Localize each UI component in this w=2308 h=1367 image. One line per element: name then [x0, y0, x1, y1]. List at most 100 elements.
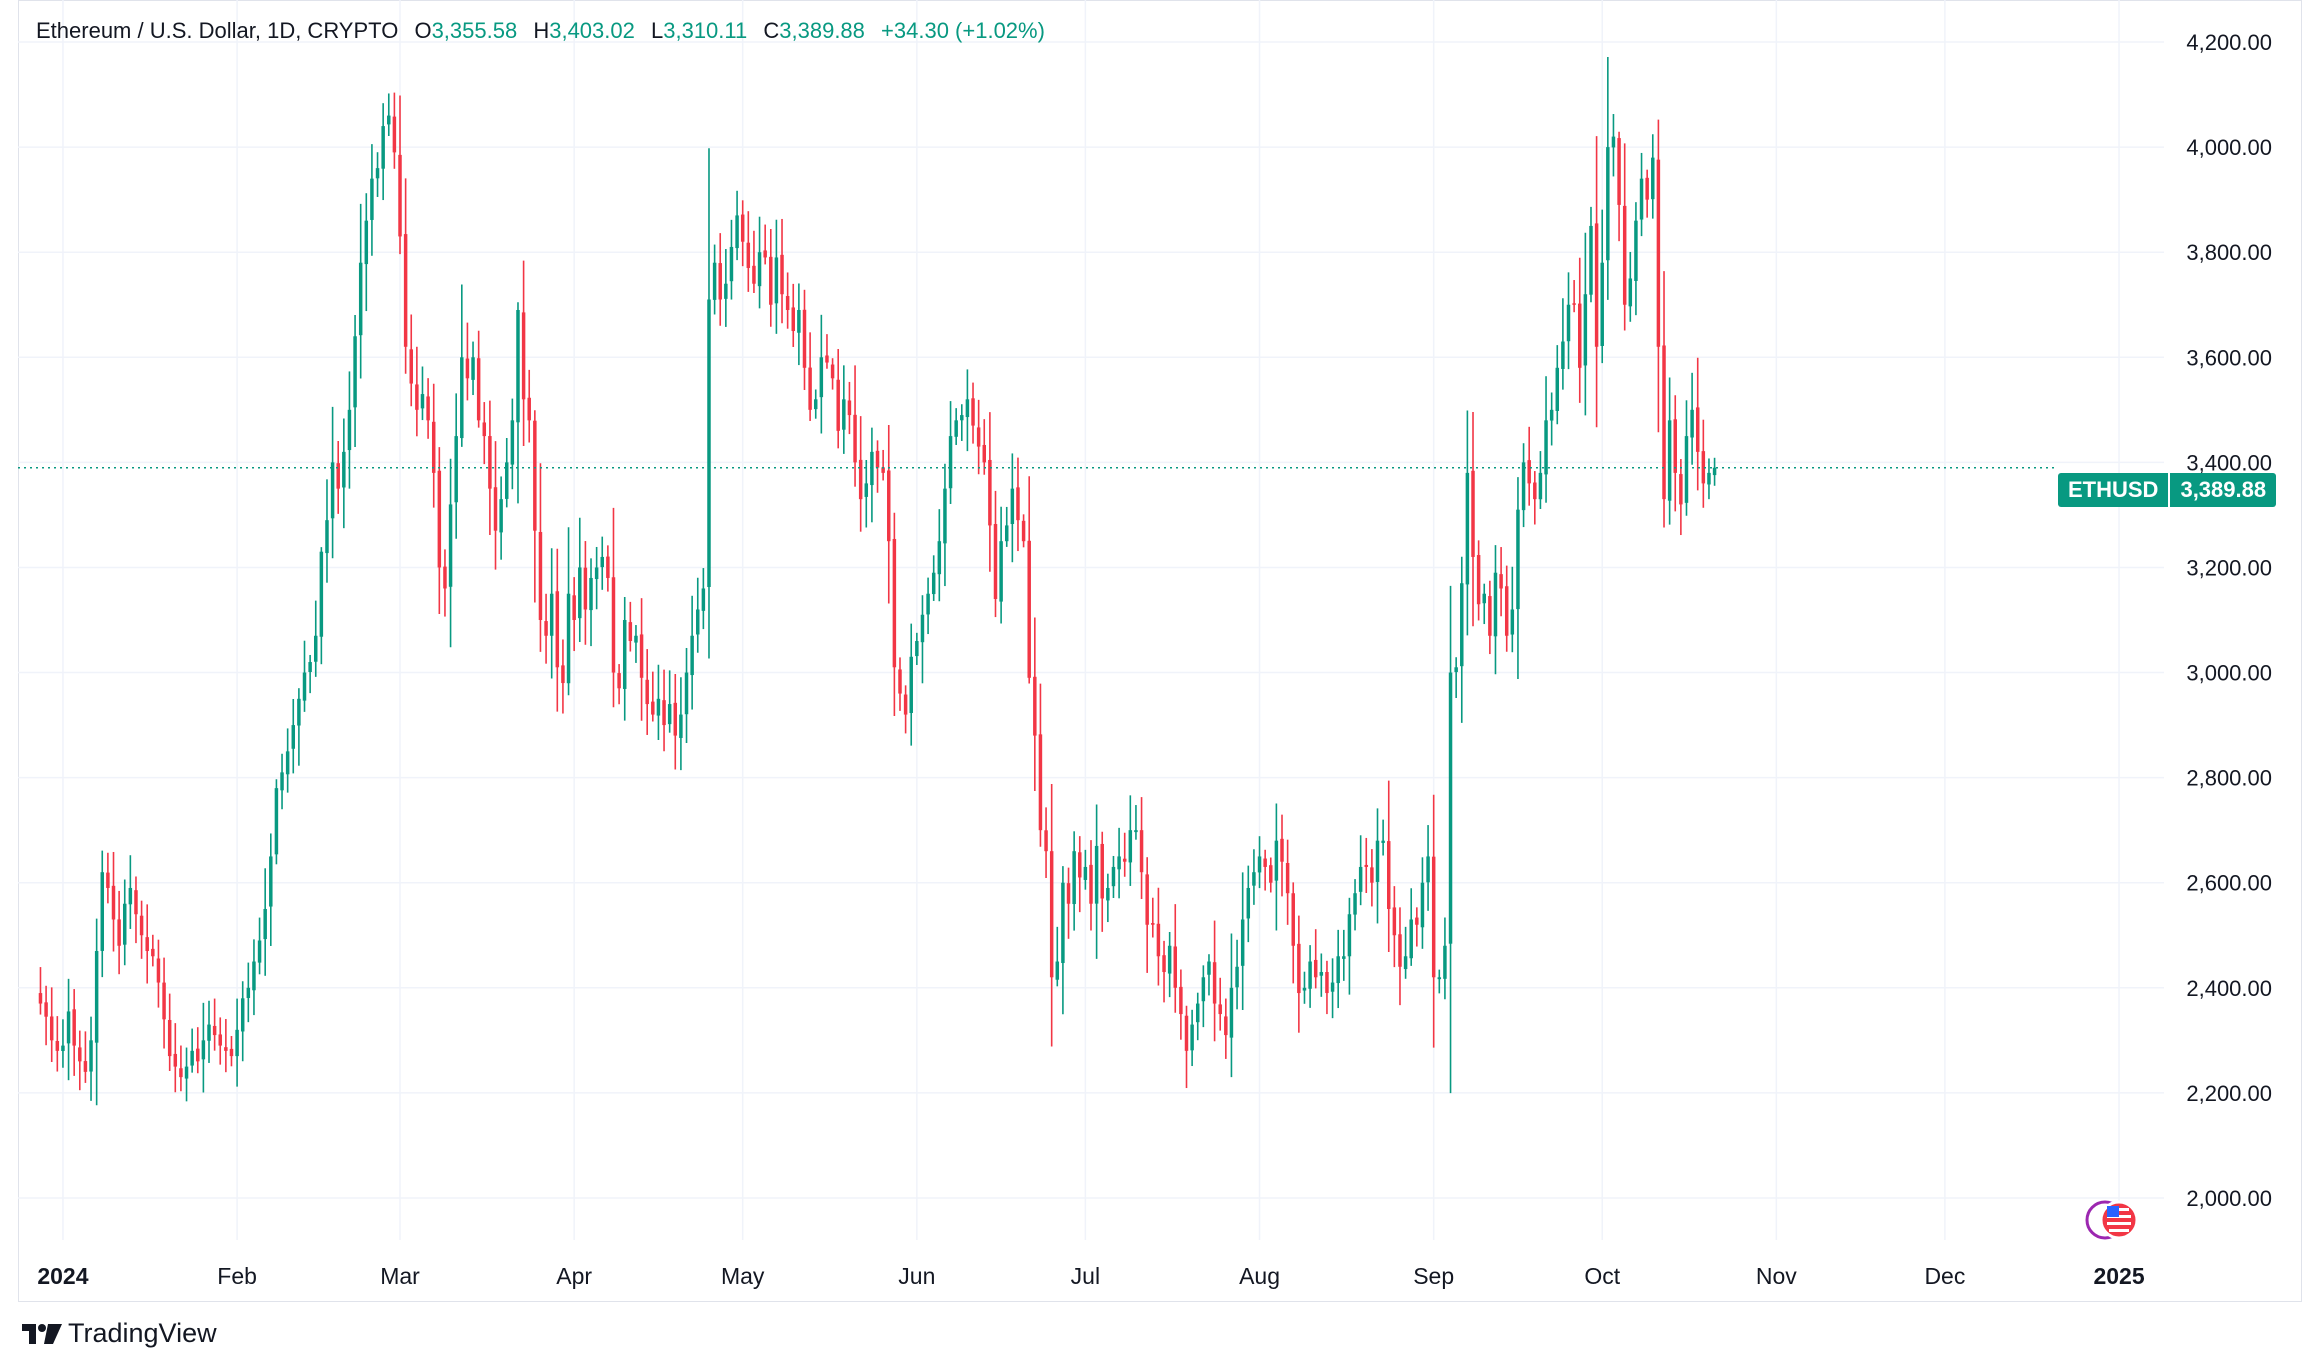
candle-body [1106, 887, 1110, 901]
candle-body [1151, 923, 1155, 925]
candle-body [246, 987, 251, 998]
candle-body [965, 399, 970, 418]
x-tick-label: Aug [1239, 1263, 1280, 1289]
candle-body [471, 357, 475, 380]
candle-body [83, 1061, 88, 1072]
candle-body [752, 265, 756, 284]
candle-body [729, 246, 734, 282]
candle-body [780, 254, 784, 295]
candle-body [392, 116, 397, 153]
candle-body [1319, 972, 1324, 976]
candle-body [1606, 147, 1610, 261]
candle-body [218, 1034, 222, 1046]
candle-body [1712, 467, 1717, 476]
candle-body [1516, 509, 1520, 610]
close-label: C [763, 18, 780, 43]
candle-body [229, 1048, 234, 1057]
candle-body [426, 396, 430, 421]
candle-body [667, 704, 672, 725]
candle-body [999, 541, 1003, 602]
candle-body [1004, 525, 1009, 542]
candle-body [1667, 420, 1672, 501]
candle-body [156, 958, 161, 983]
candle-body [1330, 982, 1335, 992]
candle-body [712, 262, 717, 300]
candle-body [1134, 830, 1138, 833]
candle-body [240, 998, 245, 1032]
candle-body [1482, 593, 1486, 604]
candle-body [184, 1066, 189, 1079]
candle-body [561, 665, 565, 684]
candle-body [1370, 867, 1374, 883]
candle-body [774, 257, 779, 304]
candle-body [656, 698, 661, 716]
candle-body [808, 367, 812, 410]
candle-body [274, 788, 279, 855]
x-tick-label: Apr [556, 1263, 592, 1289]
candle-body [954, 420, 958, 437]
candle-body [1651, 157, 1655, 200]
candle-body [1555, 367, 1560, 411]
candle-body [235, 1029, 239, 1057]
candle-body [291, 725, 296, 749]
candle-body [1443, 945, 1447, 979]
candle-body [1308, 961, 1312, 989]
tradingview-logo-icon [22, 1323, 62, 1344]
high-value: 3,403.02 [549, 18, 635, 43]
candle-body [1313, 959, 1318, 978]
brand-name: TradingView [68, 1318, 217, 1348]
candle-body [117, 919, 121, 946]
candle-body [1364, 864, 1369, 867]
candle-body [870, 451, 874, 486]
candle-body [89, 1040, 93, 1072]
candle-body [572, 595, 576, 620]
candle-body [1589, 225, 1593, 295]
candle-body [1510, 609, 1515, 635]
candle-body [1207, 961, 1211, 975]
candle-body [651, 701, 655, 715]
candle-body [1257, 856, 1262, 873]
candle-body [1072, 851, 1076, 905]
candle-body [982, 444, 987, 463]
brand[interactable]: TradingView [22, 1318, 217, 1349]
candle-body [1128, 830, 1133, 863]
chart-frame [18, 0, 2302, 1302]
y-tick-label: 2,800.00 [2186, 766, 2272, 791]
candle-body [1645, 177, 1649, 200]
candle-body [415, 384, 419, 410]
candle-body [516, 310, 520, 423]
candle-body [1639, 178, 1644, 220]
y-tick-label: 2,000.00 [2186, 1186, 2272, 1211]
candle-body [493, 487, 498, 531]
candle-body [639, 634, 644, 678]
candle-body [1089, 864, 1093, 904]
events-flag-icon[interactable] [2085, 1198, 2141, 1242]
candle-body [690, 635, 694, 676]
candle-body [718, 263, 722, 300]
candle-body [971, 398, 975, 426]
open-value: 3,355.58 [431, 18, 518, 43]
candle-body [1201, 977, 1206, 1002]
candle-body [1431, 856, 1436, 978]
candle-body [1179, 986, 1183, 1015]
candle-body [100, 872, 105, 951]
x-tick-label: Oct [1584, 1263, 1620, 1289]
candle-body [1117, 856, 1121, 870]
candle-body [1122, 858, 1127, 862]
candle-body [398, 154, 402, 237]
candle-body [224, 1047, 228, 1051]
candle-body [617, 673, 621, 689]
candle-body [1184, 1015, 1189, 1051]
candle-body [505, 462, 509, 499]
candle-body [488, 436, 492, 489]
candle-body [1235, 966, 1239, 988]
candle-body [1426, 856, 1430, 883]
symbol-title[interactable]: Ethereum / U.S. Dollar, 1D, CRYPTO [36, 18, 399, 43]
candle-body [55, 1040, 60, 1051]
candle-body [600, 556, 604, 568]
candle-body [280, 772, 284, 791]
candle-body [1611, 136, 1616, 148]
candle-body [993, 524, 998, 599]
candle-body [1342, 956, 1346, 959]
